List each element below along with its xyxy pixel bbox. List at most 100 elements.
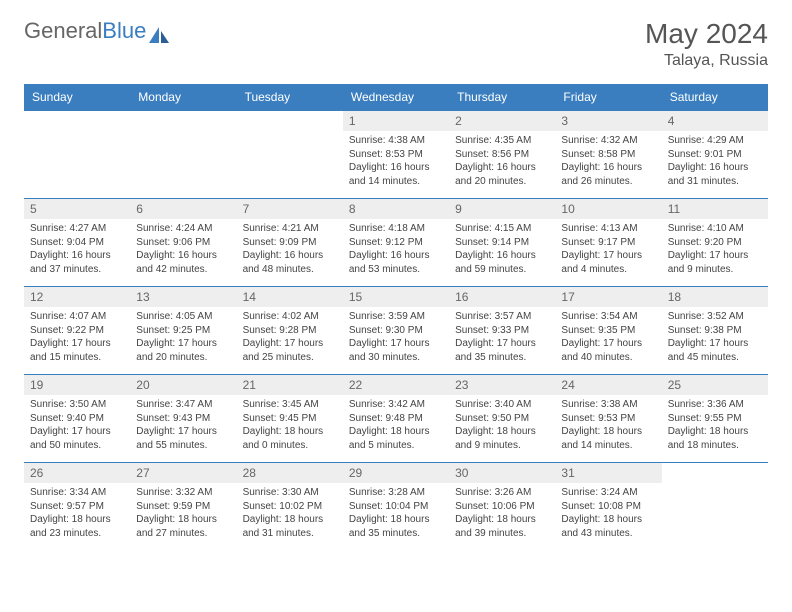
day-number: 22 bbox=[343, 375, 449, 395]
day-details: Sunrise: 4:13 AMSunset: 9:17 PMDaylight:… bbox=[555, 219, 661, 282]
day-number: 7 bbox=[237, 199, 343, 219]
calendar-cell: 21Sunrise: 3:45 AMSunset: 9:45 PMDayligh… bbox=[237, 375, 343, 463]
day-number: 23 bbox=[449, 375, 555, 395]
calendar-cell bbox=[237, 111, 343, 199]
calendar-row: 26Sunrise: 3:34 AMSunset: 9:57 PMDayligh… bbox=[24, 463, 768, 551]
day-number: 14 bbox=[237, 287, 343, 307]
day-details: Sunrise: 3:57 AMSunset: 9:33 PMDaylight:… bbox=[449, 307, 555, 370]
calendar-cell: 31Sunrise: 3:24 AMSunset: 10:08 PMDaylig… bbox=[555, 463, 661, 551]
weekday-header: Monday bbox=[130, 84, 236, 111]
weekday-header: Saturday bbox=[662, 84, 768, 111]
logo: GeneralBlue bbox=[24, 18, 171, 44]
day-number: 15 bbox=[343, 287, 449, 307]
day-details: Sunrise: 3:34 AMSunset: 9:57 PMDaylight:… bbox=[24, 483, 130, 546]
day-details: Sunrise: 4:38 AMSunset: 8:53 PMDaylight:… bbox=[343, 131, 449, 194]
weekday-header: Thursday bbox=[449, 84, 555, 111]
day-details: Sunrise: 3:36 AMSunset: 9:55 PMDaylight:… bbox=[662, 395, 768, 458]
calendar-cell: 22Sunrise: 3:42 AMSunset: 9:48 PMDayligh… bbox=[343, 375, 449, 463]
day-details: Sunrise: 4:05 AMSunset: 9:25 PMDaylight:… bbox=[130, 307, 236, 370]
day-number: 12 bbox=[24, 287, 130, 307]
calendar-row: 19Sunrise: 3:50 AMSunset: 9:40 PMDayligh… bbox=[24, 375, 768, 463]
day-number: 2 bbox=[449, 111, 555, 131]
day-details: Sunrise: 3:54 AMSunset: 9:35 PMDaylight:… bbox=[555, 307, 661, 370]
calendar-cell: 20Sunrise: 3:47 AMSunset: 9:43 PMDayligh… bbox=[130, 375, 236, 463]
logo-text-1: General bbox=[24, 18, 102, 44]
calendar-cell: 25Sunrise: 3:36 AMSunset: 9:55 PMDayligh… bbox=[662, 375, 768, 463]
day-details: Sunrise: 4:27 AMSunset: 9:04 PMDaylight:… bbox=[24, 219, 130, 282]
calendar-cell bbox=[24, 111, 130, 199]
calendar-cell: 10Sunrise: 4:13 AMSunset: 9:17 PMDayligh… bbox=[555, 199, 661, 287]
weekday-header: Wednesday bbox=[343, 84, 449, 111]
calendar-cell: 19Sunrise: 3:50 AMSunset: 9:40 PMDayligh… bbox=[24, 375, 130, 463]
calendar-cell: 12Sunrise: 4:07 AMSunset: 9:22 PMDayligh… bbox=[24, 287, 130, 375]
day-details: Sunrise: 3:28 AMSunset: 10:04 PMDaylight… bbox=[343, 483, 449, 546]
day-number: 24 bbox=[555, 375, 661, 395]
day-details: Sunrise: 4:21 AMSunset: 9:09 PMDaylight:… bbox=[237, 219, 343, 282]
calendar-row: 12Sunrise: 4:07 AMSunset: 9:22 PMDayligh… bbox=[24, 287, 768, 375]
day-details: Sunrise: 3:59 AMSunset: 9:30 PMDaylight:… bbox=[343, 307, 449, 370]
calendar-cell bbox=[130, 111, 236, 199]
month-title: May 2024 bbox=[645, 18, 768, 50]
calendar-cell: 17Sunrise: 3:54 AMSunset: 9:35 PMDayligh… bbox=[555, 287, 661, 375]
day-number: 29 bbox=[343, 463, 449, 483]
weekday-header: Sunday bbox=[24, 84, 130, 111]
calendar-cell: 23Sunrise: 3:40 AMSunset: 9:50 PMDayligh… bbox=[449, 375, 555, 463]
calendar-cell: 3Sunrise: 4:32 AMSunset: 8:58 PMDaylight… bbox=[555, 111, 661, 199]
day-details: Sunrise: 3:32 AMSunset: 9:59 PMDaylight:… bbox=[130, 483, 236, 546]
day-details: Sunrise: 4:24 AMSunset: 9:06 PMDaylight:… bbox=[130, 219, 236, 282]
day-number: 21 bbox=[237, 375, 343, 395]
logo-text-2: Blue bbox=[102, 18, 146, 44]
logo-sail-icon bbox=[149, 23, 171, 39]
calendar-cell: 2Sunrise: 4:35 AMSunset: 8:56 PMDaylight… bbox=[449, 111, 555, 199]
day-number: 19 bbox=[24, 375, 130, 395]
calendar-body: 1Sunrise: 4:38 AMSunset: 8:53 PMDaylight… bbox=[24, 111, 768, 551]
day-details: Sunrise: 3:45 AMSunset: 9:45 PMDaylight:… bbox=[237, 395, 343, 458]
location: Talaya, Russia bbox=[645, 52, 768, 70]
day-number: 13 bbox=[130, 287, 236, 307]
day-number: 4 bbox=[662, 111, 768, 131]
day-number: 5 bbox=[24, 199, 130, 219]
day-number: 11 bbox=[662, 199, 768, 219]
day-number: 10 bbox=[555, 199, 661, 219]
calendar-cell: 29Sunrise: 3:28 AMSunset: 10:04 PMDaylig… bbox=[343, 463, 449, 551]
calendar-cell: 6Sunrise: 4:24 AMSunset: 9:06 PMDaylight… bbox=[130, 199, 236, 287]
calendar-cell: 28Sunrise: 3:30 AMSunset: 10:02 PMDaylig… bbox=[237, 463, 343, 551]
calendar-table: SundayMondayTuesdayWednesdayThursdayFrid… bbox=[24, 84, 768, 551]
day-details: Sunrise: 3:52 AMSunset: 9:38 PMDaylight:… bbox=[662, 307, 768, 370]
day-number: 31 bbox=[555, 463, 661, 483]
day-details: Sunrise: 3:42 AMSunset: 9:48 PMDaylight:… bbox=[343, 395, 449, 458]
calendar-cell: 11Sunrise: 4:10 AMSunset: 9:20 PMDayligh… bbox=[662, 199, 768, 287]
day-number: 3 bbox=[555, 111, 661, 131]
day-number: 1 bbox=[343, 111, 449, 131]
calendar-row: 1Sunrise: 4:38 AMSunset: 8:53 PMDaylight… bbox=[24, 111, 768, 199]
calendar-cell: 14Sunrise: 4:02 AMSunset: 9:28 PMDayligh… bbox=[237, 287, 343, 375]
weekday-header: Friday bbox=[555, 84, 661, 111]
day-number: 30 bbox=[449, 463, 555, 483]
calendar-cell: 15Sunrise: 3:59 AMSunset: 9:30 PMDayligh… bbox=[343, 287, 449, 375]
calendar-cell: 13Sunrise: 4:05 AMSunset: 9:25 PMDayligh… bbox=[130, 287, 236, 375]
weekday-header: Tuesday bbox=[237, 84, 343, 111]
calendar-cell: 16Sunrise: 3:57 AMSunset: 9:33 PMDayligh… bbox=[449, 287, 555, 375]
calendar-cell: 5Sunrise: 4:27 AMSunset: 9:04 PMDaylight… bbox=[24, 199, 130, 287]
day-details: Sunrise: 4:18 AMSunset: 9:12 PMDaylight:… bbox=[343, 219, 449, 282]
calendar-row: 5Sunrise: 4:27 AMSunset: 9:04 PMDaylight… bbox=[24, 199, 768, 287]
calendar-cell: 24Sunrise: 3:38 AMSunset: 9:53 PMDayligh… bbox=[555, 375, 661, 463]
day-details: Sunrise: 4:32 AMSunset: 8:58 PMDaylight:… bbox=[555, 131, 661, 194]
calendar-cell: 18Sunrise: 3:52 AMSunset: 9:38 PMDayligh… bbox=[662, 287, 768, 375]
calendar-cell bbox=[662, 463, 768, 551]
title-block: May 2024 Talaya, Russia bbox=[645, 18, 768, 70]
day-number: 25 bbox=[662, 375, 768, 395]
day-number: 16 bbox=[449, 287, 555, 307]
day-details: Sunrise: 4:07 AMSunset: 9:22 PMDaylight:… bbox=[24, 307, 130, 370]
calendar-cell: 1Sunrise: 4:38 AMSunset: 8:53 PMDaylight… bbox=[343, 111, 449, 199]
day-number: 28 bbox=[237, 463, 343, 483]
day-details: Sunrise: 4:15 AMSunset: 9:14 PMDaylight:… bbox=[449, 219, 555, 282]
day-details: Sunrise: 3:40 AMSunset: 9:50 PMDaylight:… bbox=[449, 395, 555, 458]
calendar-cell: 7Sunrise: 4:21 AMSunset: 9:09 PMDaylight… bbox=[237, 199, 343, 287]
calendar-cell: 9Sunrise: 4:15 AMSunset: 9:14 PMDaylight… bbox=[449, 199, 555, 287]
day-details: Sunrise: 3:47 AMSunset: 9:43 PMDaylight:… bbox=[130, 395, 236, 458]
calendar-cell: 26Sunrise: 3:34 AMSunset: 9:57 PMDayligh… bbox=[24, 463, 130, 551]
day-number: 18 bbox=[662, 287, 768, 307]
calendar-cell: 30Sunrise: 3:26 AMSunset: 10:06 PMDaylig… bbox=[449, 463, 555, 551]
day-number: 26 bbox=[24, 463, 130, 483]
